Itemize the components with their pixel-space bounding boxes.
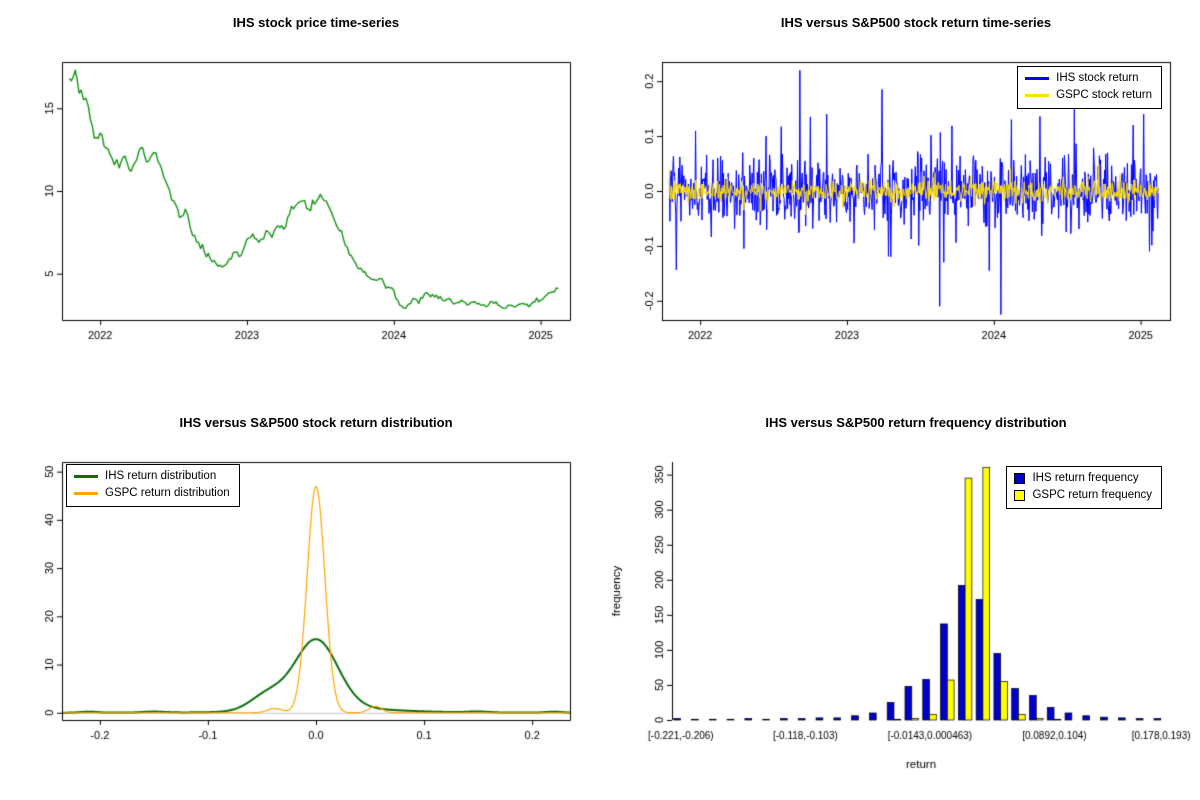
return-timeseries-legend: IHS stock return GSPC stock return	[1017, 66, 1162, 109]
legend-item: IHS return frequency	[1014, 470, 1152, 487]
green-line-swatch-icon	[74, 475, 98, 478]
return-frequency-title: IHS versus S&P500 return frequency distr…	[765, 415, 1067, 430]
price-timeseries-panel: IHS stock price time-series	[0, 0, 600, 400]
legend-item: GSPC return distribution	[74, 485, 230, 502]
legend-item: GSPC return frequency	[1014, 487, 1152, 504]
legend-label: IHS return distribution	[105, 470, 217, 482]
return-distribution-canvas	[0, 400, 600, 800]
legend-label: GSPC return frequency	[1032, 489, 1152, 501]
return-distribution-legend: IHS return distribution GSPC return dist…	[66, 464, 240, 507]
return-timeseries-title: IHS versus S&P500 stock return time-seri…	[780, 15, 1052, 30]
legend-label: IHS stock return	[1056, 72, 1139, 84]
return-frequency-canvas	[600, 400, 1200, 800]
legend-label: GSPC stock return	[1056, 89, 1152, 101]
return-distribution-title: IHS versus S&P500 stock return distribut…	[179, 415, 453, 430]
price-timeseries-canvas	[0, 0, 600, 400]
return-distribution-panel: IHS versus S&P500 stock return distribut…	[0, 400, 600, 800]
return-timeseries-panel: IHS versus S&P500 stock return time-seri…	[600, 0, 1200, 400]
price-chart-title: IHS stock price time-series	[232, 15, 400, 30]
yellow-box-swatch-icon	[1014, 490, 1026, 501]
legend-item: IHS return distribution	[74, 468, 230, 485]
orange-line-swatch-icon	[74, 492, 98, 495]
legend-label: GSPC return distribution	[105, 487, 230, 499]
blue-line-swatch-icon	[1025, 77, 1050, 80]
yellow-line-swatch-icon	[1025, 94, 1050, 97]
legend-item: IHS stock return	[1025, 70, 1152, 87]
legend-label: IHS return frequency	[1032, 472, 1139, 484]
return-frequency-panel: IHS versus S&P500 return frequency distr…	[600, 400, 1200, 800]
blue-box-swatch-icon	[1014, 473, 1026, 484]
return-frequency-legend: IHS return frequency GSPC return frequen…	[1006, 466, 1162, 509]
legend-item: GSPC stock return	[1025, 87, 1152, 104]
return-timeseries-canvas	[600, 0, 1200, 400]
